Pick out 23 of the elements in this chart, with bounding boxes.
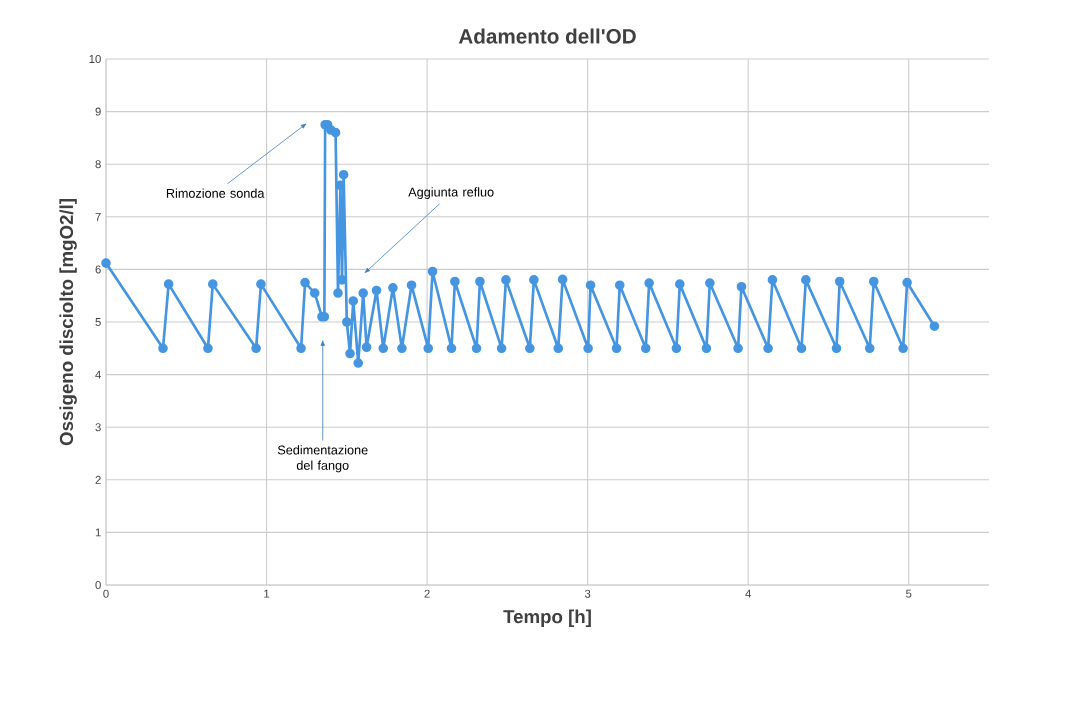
y-tick-label: 3: [95, 423, 101, 432]
y-tick-label: 7: [95, 212, 101, 221]
x-tick-label: 3: [584, 589, 591, 598]
y-tick-label: 1: [95, 528, 101, 537]
y-tick-label: 5: [95, 318, 101, 326]
y-tick-label: 2: [95, 475, 101, 484]
x-tick-label: 4: [745, 589, 752, 598]
y-tick-label: 8: [95, 160, 101, 169]
x-tick-label: 1: [264, 589, 270, 598]
annotation: Sedimentazione del fango: [277, 445, 368, 473]
annotation: Rimozione sonda: [166, 188, 265, 198]
y-tick-label: 10: [89, 54, 101, 63]
y-tick-label: 6: [95, 265, 101, 274]
annotation: Aggiunta refluo: [408, 187, 494, 200]
x-tick-label: 0: [103, 589, 109, 598]
x-tick-label: 2: [424, 589, 430, 598]
y-axis-title: Ossigeno disciolto [mgO2/l]: [59, 199, 77, 446]
y-tick-label: 9: [95, 107, 101, 116]
x-axis-title: Tempo [h]: [503, 609, 591, 627]
y-tick-label: 0: [95, 581, 101, 590]
chart-title: Adamento dell'OD: [458, 28, 636, 44]
y-tick-label: 4: [95, 370, 101, 379]
x-tick-label: 5: [906, 589, 912, 598]
